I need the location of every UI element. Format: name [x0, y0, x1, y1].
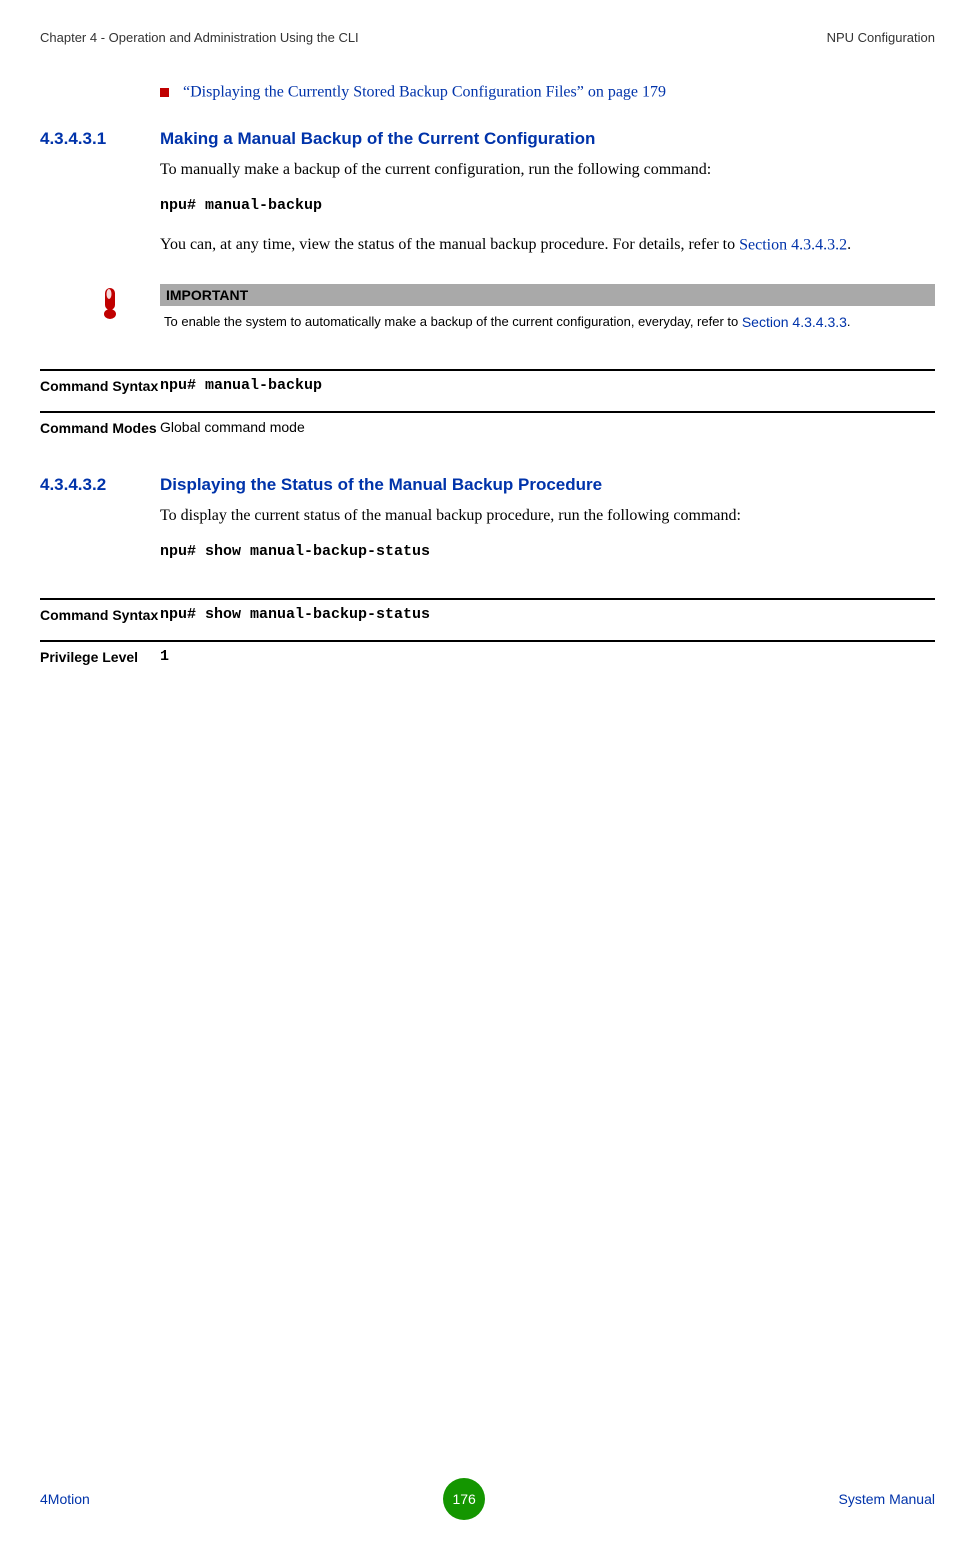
command-modes-value: Global command mode	[160, 419, 305, 437]
bullet-link[interactable]: “Displaying the Currently Stored Backup …	[183, 83, 666, 100]
code-line: npu# manual-backup	[160, 197, 935, 214]
section-heading: 4.3.4.3.1 Making a Manual Backup of the …	[40, 129, 935, 149]
header-right: NPU Configuration	[827, 30, 935, 45]
paragraph-text: .	[847, 236, 851, 253]
paragraph-text: You can, at any time, view the status of…	[160, 236, 739, 253]
command-modes-label: Command Modes	[40, 419, 160, 437]
page-footer: 4Motion 176 System Manual	[40, 1478, 935, 1520]
section-ref-link[interactable]: Section 4.3.4.3.2	[739, 236, 847, 253]
important-text: .	[847, 314, 851, 329]
section-title: Displaying the Status of the Manual Back…	[160, 475, 602, 495]
paragraph: To display the current status of the man…	[160, 501, 935, 531]
page-header: Chapter 4 - Operation and Administration…	[40, 30, 935, 45]
important-text: To enable the system to automatically ma…	[164, 314, 742, 329]
privilege-level-label: Privilege Level	[40, 648, 160, 666]
important-label: IMPORTANT	[160, 284, 935, 306]
command-block: Command Syntax npu# show manual-backup-s…	[40, 598, 935, 682]
important-link[interactable]: Section 4.3.4.3.3	[742, 314, 847, 330]
command-syntax-value: npu# manual-backup	[160, 377, 322, 395]
paragraph: You can, at any time, view the status of…	[160, 230, 935, 260]
command-block: Command Syntax npu# manual-backup Comman…	[40, 369, 935, 453]
privilege-level-value: 1	[160, 648, 169, 666]
command-row: Command Syntax npu# show manual-backup-s…	[40, 598, 935, 640]
bullet-square-icon	[160, 88, 169, 97]
page-number: 176	[452, 1491, 475, 1507]
command-syntax-label: Command Syntax	[40, 377, 160, 395]
footer-left: 4Motion	[40, 1491, 90, 1507]
important-callout: IMPORTANT To enable the system to automa…	[100, 284, 935, 337]
important-icon-cell	[100, 284, 160, 337]
command-row: Privilege Level 1	[40, 640, 935, 682]
code-line: npu# show manual-backup-status	[160, 543, 935, 560]
header-left: Chapter 4 - Operation and Administration…	[40, 30, 359, 45]
section-heading: 4.3.4.3.2 Displaying the Status of the M…	[40, 475, 935, 495]
important-body: To enable the system to automatically ma…	[160, 306, 935, 337]
paragraph: To manually make a backup of the current…	[160, 155, 935, 185]
command-syntax-label: Command Syntax	[40, 606, 160, 624]
important-icon	[100, 286, 120, 320]
section-title: Making a Manual Backup of the Current Co…	[160, 129, 595, 149]
section-number: 4.3.4.3.1	[40, 129, 160, 149]
footer-right: System Manual	[839, 1491, 935, 1507]
command-syntax-value: npu# show manual-backup-status	[160, 606, 430, 624]
command-row: Command Syntax npu# manual-backup	[40, 369, 935, 411]
bullet-item: “Displaying the Currently Stored Backup …	[160, 83, 935, 101]
section-number: 4.3.4.3.2	[40, 475, 160, 495]
command-row: Command Modes Global command mode	[40, 411, 935, 453]
page-number-badge: 176	[443, 1478, 485, 1520]
